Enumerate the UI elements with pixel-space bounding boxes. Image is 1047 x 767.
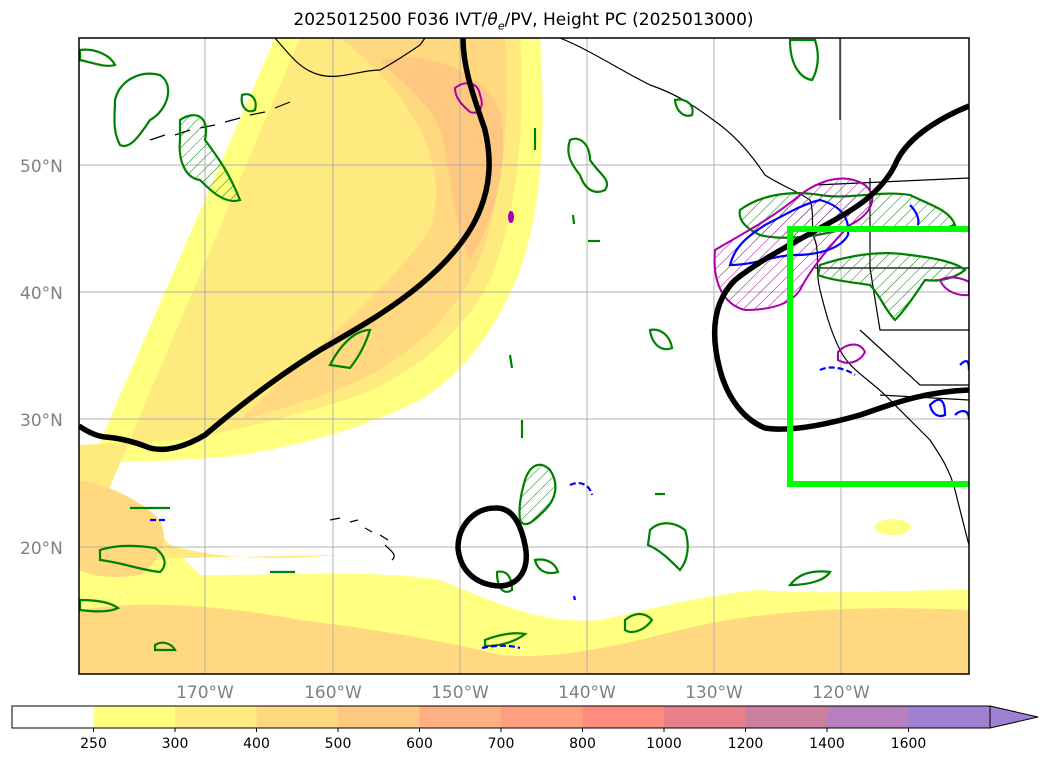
colorbar-segment	[338, 706, 420, 728]
pv-contour-nw3	[79, 48, 117, 67]
blue-contour-east	[909, 204, 920, 226]
blue-contour-s1	[481, 644, 521, 650]
title-theta: θ	[487, 10, 498, 30]
pv-contour-s3	[79, 598, 121, 613]
title-forecast: F036	[407, 10, 450, 30]
pv-contour-s7	[787, 570, 832, 587]
pv-contour-nw4	[240, 93, 257, 113]
ivt-fill	[79, 38, 969, 674]
blue-contour-dot	[572, 595, 577, 601]
colorbar-tick-label: 1200	[728, 736, 764, 752]
lon-label-120w: 120°W	[812, 683, 870, 703]
colorbar-segment	[664, 706, 746, 728]
lon-label-140w: 140°W	[558, 683, 616, 703]
pv-contour-ne2	[673, 98, 694, 117]
pv-contour-nw2	[178, 114, 242, 203]
lon-labels: 170°W 160°W 150°W 140°W 130°W 120°W	[176, 683, 870, 703]
colorbar-segment	[175, 706, 257, 728]
hawaii	[329, 517, 395, 561]
colorbar-tick-label: 700	[488, 736, 515, 752]
colorbar-segment	[827, 706, 909, 728]
ivt-band-4	[380, 57, 504, 260]
title-ivt: IVT/	[454, 10, 488, 30]
blue-contour-hawaii	[569, 481, 594, 496]
pv-contour-dot2	[508, 354, 514, 369]
lon-label-130w: 130°W	[685, 683, 743, 703]
colorbar-tick-label: 1600	[891, 736, 927, 752]
lon-label-150w: 150°W	[431, 683, 489, 703]
lat-label-30n: 30°N	[20, 411, 63, 431]
pv-contour-s11	[533, 558, 560, 575]
ivt-spot-east	[875, 519, 911, 535]
pv-contour-hawaii	[518, 463, 557, 526]
colorbar-extend-arrow	[989, 705, 1039, 729]
pv-contour-s1	[646, 522, 689, 572]
title-rest: /PV, Height PC (2025013000)	[504, 10, 754, 30]
lat-label-50n: 50°N	[20, 157, 63, 177]
plot-title: 2025012500 F036 IVT/θe/PV, Height PC (20…	[0, 10, 1047, 32]
colorbar-tick-label: 250	[80, 736, 107, 752]
ivt-south-core	[79, 604, 969, 674]
title-date: 2025012500	[293, 10, 402, 30]
theta-contour-box	[938, 276, 969, 297]
pv-contour-mid2	[648, 328, 674, 351]
pv-contour-dot5	[571, 214, 576, 225]
lon-label-170w: 170°W	[176, 683, 234, 703]
colorbar-segment	[908, 706, 991, 728]
pv-contour-s6	[623, 612, 654, 634]
colorbar-tick-label: 300	[162, 736, 189, 752]
lat-label-40n: 40°N	[20, 284, 63, 304]
colorbar-segment	[419, 706, 502, 728]
state-border-4	[859, 329, 969, 386]
pv-contour-s8	[153, 641, 177, 652]
alaska-coast	[274, 38, 426, 77]
theta-contour-coast2	[837, 343, 867, 364]
title-theta-sub: e	[497, 19, 505, 33]
lon-label-160w: 160°W	[304, 683, 362, 703]
colorbar-segment	[12, 706, 94, 728]
blue-contour-box2	[928, 398, 947, 418]
colorbar-tick-label: 600	[406, 736, 433, 752]
height-contour-low	[455, 505, 529, 589]
colorbar-tick-label: 500	[325, 736, 352, 752]
lat-label-20n: 20°N	[20, 539, 63, 559]
ivt-band-2	[79, 38, 522, 560]
colorbar-segment	[93, 706, 176, 728]
blue-contour-box1	[819, 366, 856, 376]
height-contour-east	[711, 103, 969, 432]
pv-contour-mid1	[328, 328, 372, 370]
colorbar-tick-label: 800	[569, 736, 596, 752]
theta-contour-dot	[508, 211, 514, 223]
ivt-band-3	[240, 38, 507, 420]
colorbar-tick-label: 400	[243, 736, 270, 752]
pv-contour-ne1	[788, 38, 819, 82]
colorbar-segment	[745, 706, 828, 728]
colorbar-segment	[582, 706, 665, 728]
pv-contour-center	[567, 137, 609, 193]
lat-labels: 50°N 40°N 30°N 20°N	[20, 157, 63, 559]
colorbar: 250 300 400 500 600 700 800 1000 1200 1400 1600	[11, 705, 1039, 752]
pv-contour-s2	[98, 544, 166, 574]
pv-contour-nw1	[113, 72, 170, 148]
colorbar-segment	[256, 706, 339, 728]
analysis-box	[787, 226, 969, 487]
pv-contour-box	[816, 251, 967, 322]
colorbar-tick-label: 1000	[646, 736, 682, 752]
height-contour-main	[79, 38, 492, 453]
colorbar-tick-label: 1400	[809, 736, 845, 752]
colorbar-segment	[501, 706, 583, 728]
map-frame	[78, 37, 970, 675]
map-area	[79, 38, 969, 674]
height-contours	[79, 38, 969, 589]
